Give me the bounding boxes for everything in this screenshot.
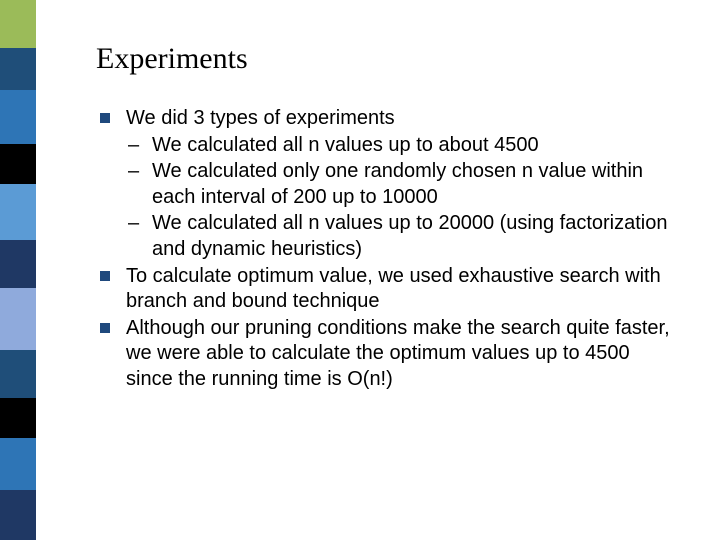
stripe-block: [0, 184, 36, 240]
square-bullet-icon: [100, 323, 110, 333]
stripe-block: [0, 490, 36, 540]
sub-bullet-3-text: We calculated all n values up to 20000 (…: [152, 212, 668, 260]
bullet-3-text: Although our pruning conditions make the…: [126, 317, 670, 390]
dash-icon: –: [128, 159, 139, 185]
bullet-2: To calculate optimum value, we used exha…: [100, 264, 680, 315]
bullet-1-text: We did 3 types of experiments: [126, 107, 395, 129]
stripe-block: [0, 240, 36, 288]
bullet-2-text: To calculate optimum value, we used exha…: [126, 265, 661, 313]
slide-title: Experiments: [96, 42, 248, 76]
dash-icon: –: [128, 133, 139, 159]
square-bullet-icon: [100, 113, 110, 123]
stripe-block: [0, 0, 36, 48]
bullet-1: We did 3 types of experiments: [100, 106, 680, 132]
square-bullet-icon: [100, 271, 110, 281]
sub-bullet-3: – We calculated all n values up to 20000…: [100, 211, 680, 262]
stripe-block: [0, 438, 36, 490]
decorative-left-stripe: [0, 0, 36, 540]
stripe-block: [0, 144, 36, 184]
stripe-block: [0, 288, 36, 350]
bullet-3: Although our pruning conditions make the…: [100, 316, 680, 393]
sub-bullet-2-text: We calculated only one randomly chosen n…: [152, 160, 643, 208]
sub-bullet-2: – We calculated only one randomly chosen…: [100, 159, 680, 210]
stripe-block: [0, 90, 36, 144]
stripe-block: [0, 48, 36, 90]
sub-bullet-1-text: We calculated all n values up to about 4…: [152, 134, 539, 156]
slide-body: We did 3 types of experiments – We calcu…: [100, 106, 680, 394]
stripe-block: [0, 350, 36, 398]
dash-icon: –: [128, 211, 139, 237]
stripe-block: [0, 398, 36, 438]
sub-bullet-1: – We calculated all n values up to about…: [100, 133, 680, 159]
